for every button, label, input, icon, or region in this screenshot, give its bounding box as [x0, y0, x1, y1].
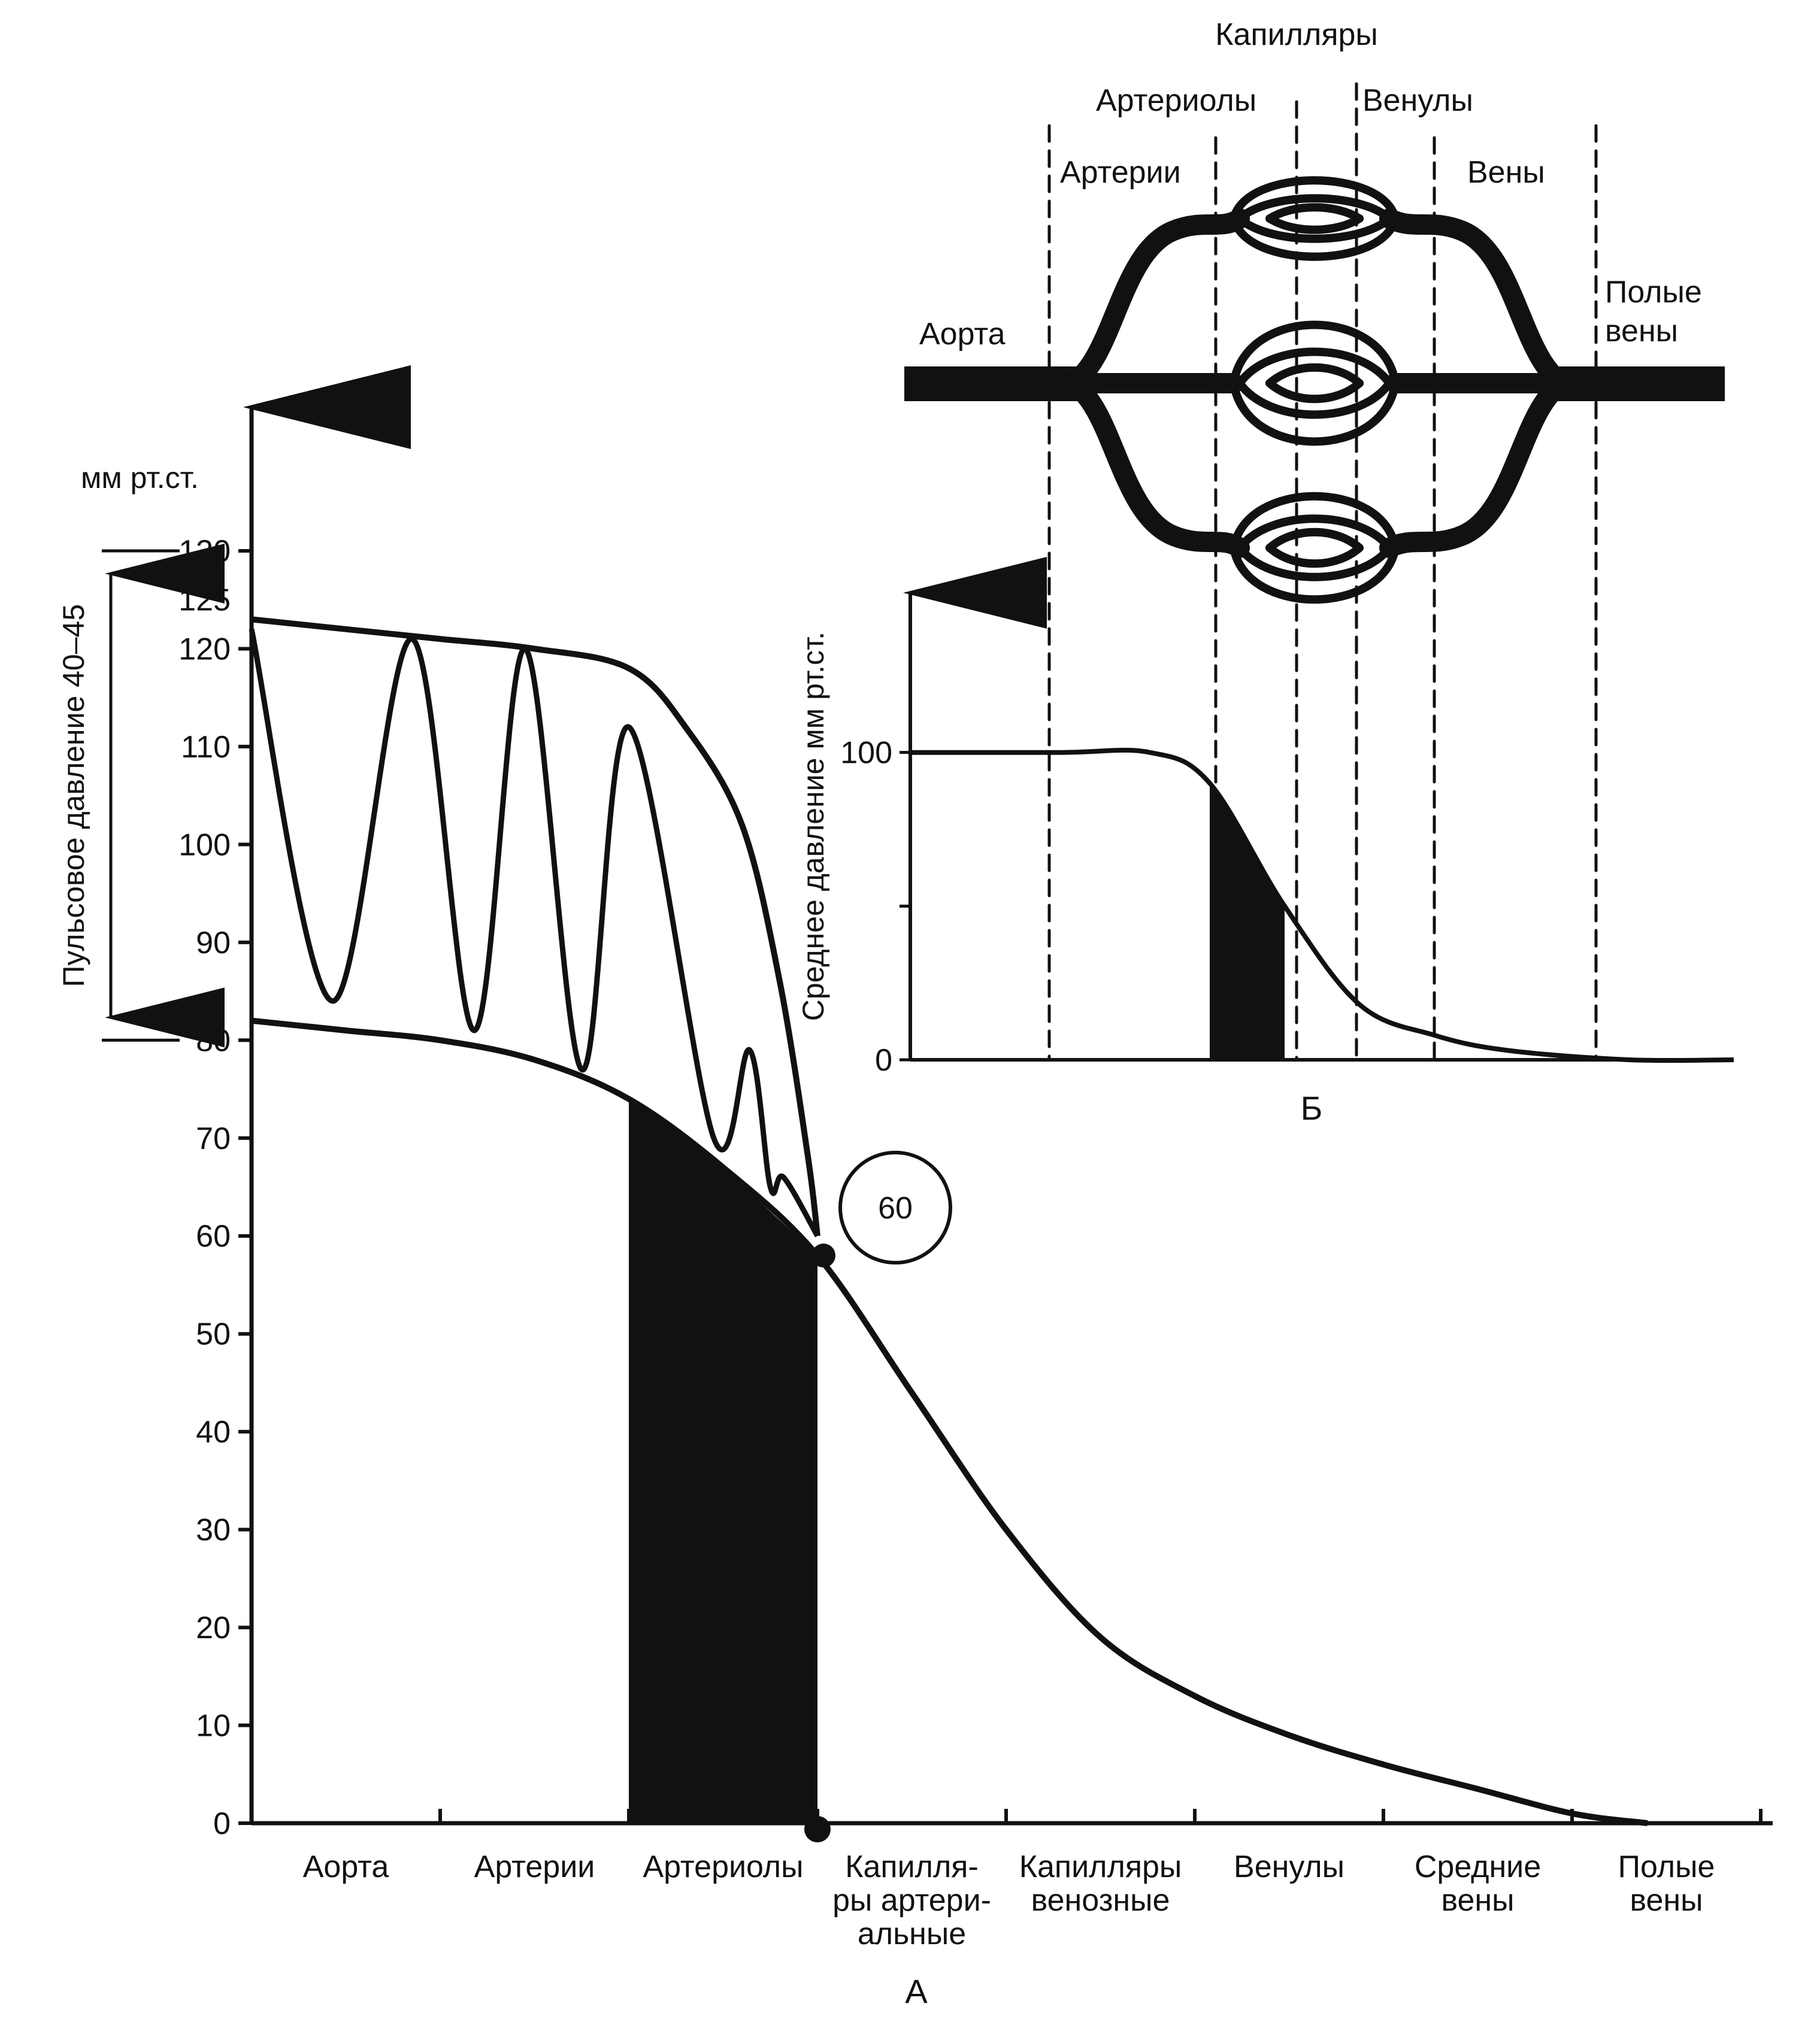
panel-b-mean-pressure-curve — [910, 747, 1734, 1063]
panel-b-chart: Среднее давление мм рт.ст. 0 100 Б — [797, 557, 1734, 1127]
vessel-labels: Капилляры Артериолы Венулы Артерии Вены … — [919, 17, 1702, 351]
label-vena-cava-1: Полые — [1605, 275, 1702, 310]
category-label: Артериолы — [643, 1850, 803, 1884]
capillary-bed-upper — [1229, 176, 1400, 261]
panel-a-chart: мм рт.ст. Пульсовое давление 40–45 0 10 20… — [57, 365, 1773, 2010]
y-tick-label: 50 — [196, 1317, 231, 1352]
category-label: Капилля-ры артери-альные — [832, 1850, 991, 1951]
panel-b-y-label: Среднее давление мм рт.ст. — [797, 632, 830, 1021]
category-label: Аорта — [303, 1850, 389, 1884]
panel-a-shaded-region — [629, 1099, 817, 1823]
y-tick-label: 60 — [196, 1219, 231, 1254]
y-tick-label: 120 — [178, 632, 231, 666]
label-arteries: Артерии — [1060, 155, 1181, 190]
capillary-bed-lower — [1229, 492, 1400, 604]
vessel-diagram — [904, 82, 1725, 1062]
panel-b-label: Б — [1301, 1089, 1323, 1127]
annotation-circle — [838, 1150, 952, 1265]
y-tick-label: 70 — [196, 1121, 231, 1156]
y-tick-label: 100 — [178, 827, 231, 862]
y-tick-label: 80 — [196, 1023, 231, 1058]
panel-a-lower-envelope — [251, 1017, 1648, 1826]
panel-a-y-ticks: 0 10 20 30 40 50 60 70 80 90 100 110 120 125 130 — [178, 534, 252, 1841]
panel-b-y-ticks: 0 100 — [840, 736, 910, 1078]
panel-a-upper-envelope — [251, 616, 820, 1236]
pressure-point-marker — [811, 1243, 835, 1268]
capillary-beds — [1229, 176, 1400, 604]
label-veins: Вены — [1467, 155, 1545, 190]
aorta-trunk — [904, 366, 1084, 401]
y-tick-label: 10 — [196, 1709, 231, 1744]
y-tick-label: 130 — [178, 534, 231, 569]
label-aorta: Аорта — [919, 317, 1006, 351]
y-tick-label: 100 — [840, 736, 892, 771]
pulse-pressure-label: Пульсовое давление 40–45 — [57, 604, 90, 987]
category-label: Капилляры венозные — [1019, 1850, 1182, 1918]
pulse-pressure-bracket: Пульсовое давление 40–45 — [57, 544, 225, 1048]
y-tick-label: 40 — [196, 1415, 231, 1450]
label-arterioles: Артериолы — [1096, 83, 1256, 118]
panel-a-x-ticks — [250, 1809, 1763, 1823]
annotation-value: 60 — [878, 1191, 913, 1226]
y-tick-label: 90 — [196, 926, 231, 960]
y-tick-label: 125 — [178, 583, 231, 618]
venous-branches — [1379, 208, 1573, 558]
label-capillaries: Капилляры — [1215, 17, 1378, 52]
panel-a-y-label: мм рт.ст. — [81, 461, 199, 495]
panel-b-shaded-region — [1210, 783, 1285, 1060]
y-tick-label: 0 — [875, 1043, 892, 1078]
category-label: Средние вены — [1415, 1850, 1541, 1918]
arterial-branches — [1062, 208, 1250, 558]
category-label: Полые вены — [1618, 1850, 1715, 1918]
vena-cava-trunk — [1557, 366, 1725, 401]
y-tick-label: 0 — [213, 1806, 231, 1841]
panel-a-category-labels: Аорта Артерии Артериолы Капилля-ры артери-а… — [303, 1850, 1715, 1951]
y-tick-label: 20 — [196, 1611, 231, 1645]
panel-a-label: А — [905, 1972, 928, 2010]
capillary-bed-middle — [1229, 320, 1400, 446]
y-tick-label: 30 — [196, 1513, 231, 1548]
category-label: Венулы — [1234, 1850, 1344, 1884]
y-tick-label: 110 — [181, 730, 231, 765]
label-venules: Венулы — [1362, 83, 1473, 118]
panel-a-pulse-oscillation — [249, 628, 820, 1238]
category-label: Артерии — [474, 1850, 595, 1884]
label-vena-cava-2: вены — [1605, 314, 1678, 348]
arteriole-end-marker — [804, 1816, 831, 1842]
